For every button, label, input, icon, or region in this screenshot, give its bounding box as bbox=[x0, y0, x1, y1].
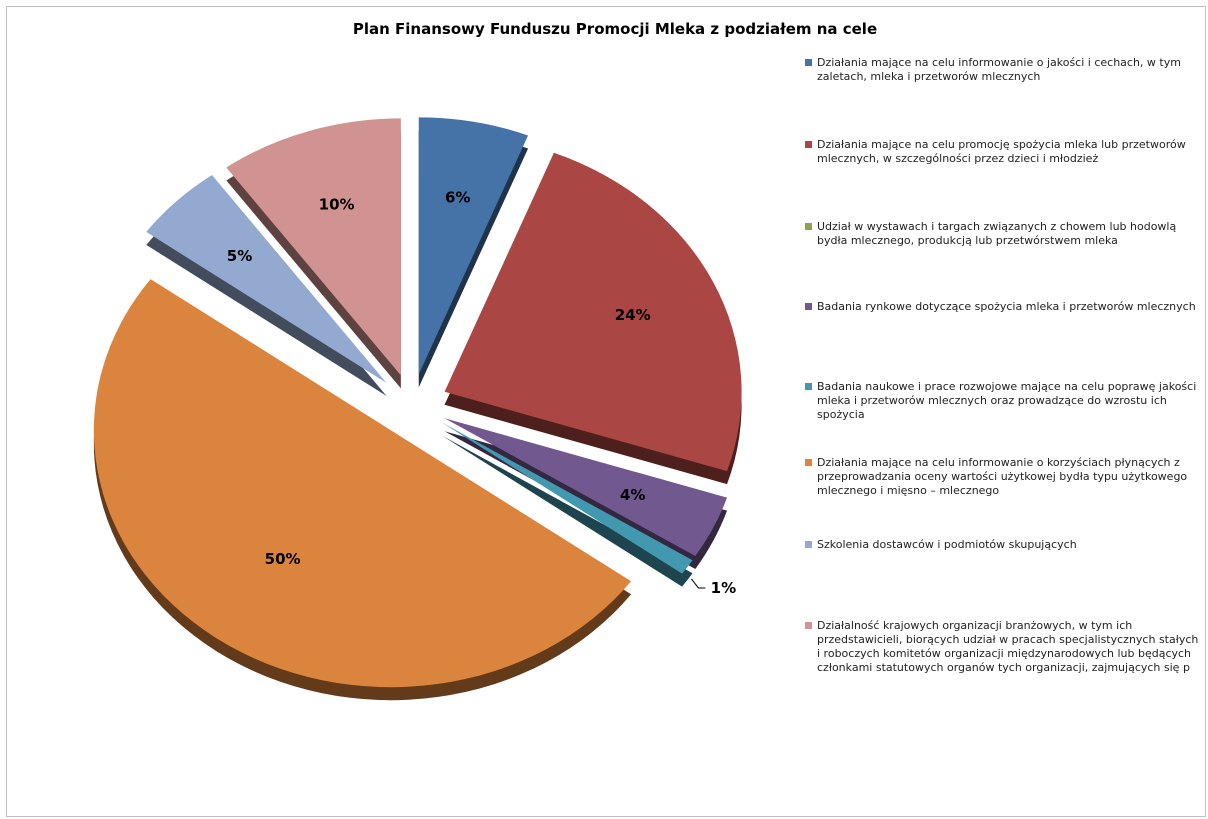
legend-label-4: Badania rynkowe dotyczące spożycia mleka… bbox=[817, 300, 1196, 313]
legend-item-8: Działalność krajowych organizacji branżo… bbox=[805, 619, 1200, 675]
legend-label-1: Działania mające na celu informowanie o … bbox=[817, 56, 1181, 83]
pie-chart: 6% 24% 4% 1% 50% 5% 10% bbox=[93, 117, 742, 701]
pie-slice-4 bbox=[444, 418, 728, 556]
pie-slice-6 bbox=[93, 279, 632, 688]
legend-label-8: Działalność krajowych organizacji branżo… bbox=[817, 619, 1199, 674]
legend-swatch-5 bbox=[805, 383, 812, 390]
pie-slice-5 bbox=[441, 422, 693, 574]
legend-label-3: Udział w wystawach i targach związanych … bbox=[817, 220, 1177, 247]
legend-item-7: Szkolenia dostawców i podmiotów skupując… bbox=[805, 538, 1200, 552]
pie-slice-side-5 bbox=[441, 435, 693, 587]
legend-swatch-1 bbox=[805, 59, 812, 66]
legend-swatch-3 bbox=[805, 223, 812, 230]
pie-slice-8 bbox=[226, 118, 401, 376]
legend-item-1: Działania mające na celu informowanie o … bbox=[805, 56, 1200, 84]
slice-label-6: 50% bbox=[265, 550, 301, 568]
pie-slice-1 bbox=[418, 117, 529, 375]
legend-swatch-8 bbox=[805, 622, 812, 629]
chart-title: Plan Finansowy Funduszu Promocji Mleka z… bbox=[352, 20, 878, 38]
legend-label-5: Badania naukowe i prace rozwojowe mające… bbox=[817, 380, 1197, 421]
legend-swatch-4 bbox=[805, 303, 812, 310]
legend-label-6: Działania mające na celu informowanie o … bbox=[817, 456, 1188, 497]
slice-label-8: 10% bbox=[319, 195, 355, 213]
slice-label-7: 5% bbox=[227, 247, 252, 265]
leader-line-5 bbox=[691, 578, 706, 589]
legend-item-3: Udział w wystawach i targach związanych … bbox=[805, 220, 1200, 248]
legend-item-4: Badania rynkowe dotyczące spożycia mleka… bbox=[805, 300, 1200, 314]
legend-swatch-2 bbox=[805, 141, 812, 148]
slice-label-4: 4% bbox=[620, 486, 645, 504]
slice-label-1: 6% bbox=[445, 189, 470, 207]
legend-item-5: Badania naukowe i prace rozwojowe mające… bbox=[805, 380, 1200, 422]
pie-slice-7 bbox=[146, 175, 387, 383]
pie-slice-2 bbox=[444, 152, 742, 472]
legend-label-2: Działania mające na celu promocję spożyc… bbox=[817, 138, 1186, 165]
legend-swatch-7 bbox=[805, 541, 812, 548]
legend-item-6: Działania mające na celu informowanie o … bbox=[805, 456, 1200, 498]
slice-label-2: 24% bbox=[615, 306, 651, 324]
legend-swatch-6 bbox=[805, 459, 812, 466]
legend-item-2: Działania mające na celu promocję spożyc… bbox=[805, 138, 1200, 166]
slice-label-5: 1% bbox=[711, 579, 736, 597]
legend-label-7: Szkolenia dostawców i podmiotów skupując… bbox=[817, 538, 1077, 551]
